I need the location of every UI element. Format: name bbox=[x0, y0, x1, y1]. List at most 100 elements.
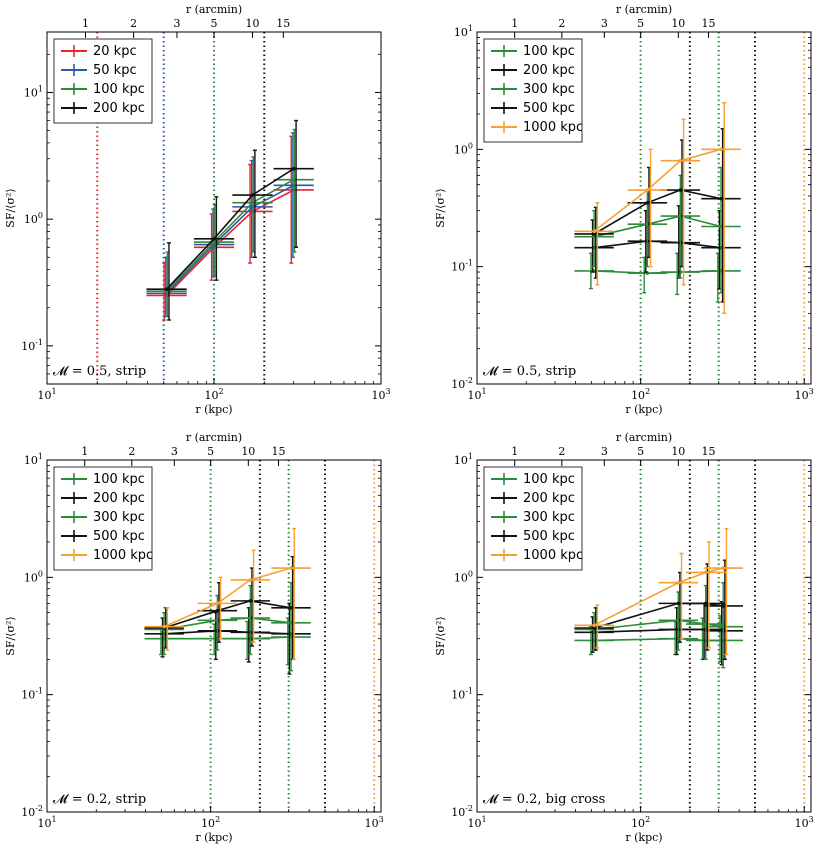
series-1000-kpc bbox=[144, 527, 311, 661]
top-tick-label: 15 bbox=[702, 17, 716, 30]
y-axis-label: SF/⟨σ²⟩ bbox=[4, 188, 17, 227]
data-point bbox=[676, 580, 681, 585]
x-axis-label: r (kpc) bbox=[625, 831, 662, 844]
top-tick-label: 10 bbox=[671, 445, 685, 458]
data-point bbox=[676, 601, 681, 606]
series-300-kpc bbox=[574, 166, 741, 294]
panel-annotation: 𝓜 = 0.2, strip bbox=[53, 792, 146, 807]
x-tick-label: 101 bbox=[467, 387, 486, 402]
data-point bbox=[678, 158, 683, 163]
legend-entry: 200 kpc bbox=[93, 491, 145, 506]
y-axis-label: SF/⟨σ²⟩ bbox=[4, 616, 17, 655]
legend: 20 kpc 50 kpc 100 kpc 200 kpc bbox=[53, 38, 153, 124]
data-point bbox=[291, 166, 296, 171]
y-tick-label: 100 bbox=[24, 569, 43, 584]
top-tick-label: 10 bbox=[241, 445, 255, 458]
y-tick-label: 100 bbox=[24, 211, 43, 226]
data-point bbox=[248, 578, 253, 582]
y-axis-label: SF/⟨σ²⟩ bbox=[434, 188, 447, 227]
top-tick-label: 15 bbox=[276, 17, 290, 30]
top-axis-label: r (arcmin) bbox=[616, 3, 672, 16]
x-tick-label: 102 bbox=[204, 387, 223, 402]
legend-entry: 200 kpc bbox=[93, 101, 145, 116]
data-point bbox=[721, 566, 726, 570]
series-100-kpc bbox=[146, 128, 314, 318]
series-20-kpc bbox=[146, 135, 314, 321]
y-tick-label: 101 bbox=[24, 84, 43, 99]
series-500-kpc bbox=[574, 559, 743, 661]
series-line bbox=[163, 617, 292, 631]
series-1000-kpc bbox=[574, 527, 743, 656]
legend-entry: 100 kpc bbox=[523, 44, 575, 59]
data-point bbox=[289, 605, 293, 610]
y-tick-label: 101 bbox=[24, 452, 43, 467]
x-tick-label: 102 bbox=[631, 387, 650, 402]
series-200-kpc bbox=[574, 205, 741, 290]
plot-frame bbox=[46, 459, 382, 813]
legend-entry: 1000 kpc bbox=[523, 120, 583, 135]
top-tick-label: 3 bbox=[173, 17, 180, 30]
x-tick-label: 102 bbox=[631, 815, 650, 830]
top-tick-label: 3 bbox=[601, 17, 608, 30]
legend: 100 kpc 200 kpc 300 kpc 500 kpc 1000 kpc bbox=[483, 466, 583, 571]
series-line bbox=[166, 184, 295, 294]
legend-entry: 300 kpc bbox=[523, 82, 575, 97]
x-tick-label: 102 bbox=[201, 815, 220, 830]
x-axis-label: r (kpc) bbox=[195, 831, 232, 844]
legend-entry: 1000 kpc bbox=[523, 548, 583, 563]
plot-frame bbox=[476, 459, 812, 813]
plot-frame bbox=[476, 31, 812, 385]
legend-entry: 500 kpc bbox=[93, 529, 145, 544]
x-tick-label: 101 bbox=[37, 815, 56, 830]
data-point bbox=[212, 236, 216, 241]
y-tick-label: 10-1 bbox=[451, 259, 473, 274]
data-point bbox=[592, 234, 596, 239]
data-point bbox=[721, 604, 726, 608]
x-tick-label: 101 bbox=[37, 387, 56, 402]
series-200-kpc bbox=[146, 119, 314, 321]
series-line bbox=[593, 189, 722, 235]
legend-entry: 200 kpc bbox=[523, 63, 575, 78]
series-500-kpc bbox=[144, 555, 311, 661]
top-tick-label: 5 bbox=[211, 17, 218, 30]
top-tick-label: 1 bbox=[511, 17, 518, 30]
y-tick-label: 10-1 bbox=[451, 687, 473, 702]
series-line bbox=[593, 567, 724, 627]
top-tick-label: 2 bbox=[558, 17, 565, 30]
data-point bbox=[248, 599, 253, 603]
data-point bbox=[592, 232, 596, 236]
top-tick-label: 5 bbox=[207, 445, 214, 458]
data-point bbox=[215, 608, 220, 613]
series-line bbox=[166, 179, 295, 292]
panel-annotation: 𝓜 = 0.2, big cross bbox=[483, 792, 605, 807]
legend: 100 kpc 200 kpc 300 kpc 500 kpc 1000 kpc bbox=[53, 466, 153, 571]
series-line bbox=[594, 240, 722, 249]
data-point bbox=[289, 566, 293, 570]
top-axis-label: r (arcmin) bbox=[186, 431, 242, 444]
y-tick-label: 100 bbox=[454, 141, 473, 156]
series-line bbox=[593, 148, 722, 232]
data-point bbox=[592, 623, 596, 628]
legend-entry: 20 kpc bbox=[93, 44, 137, 59]
x-tick-label: 103 bbox=[371, 387, 390, 402]
series-line bbox=[594, 619, 724, 631]
top-tick-label: 5 bbox=[637, 445, 644, 458]
top-tick-label: 3 bbox=[601, 445, 608, 458]
legend-box bbox=[483, 466, 583, 571]
legend-entry: 200 kpc bbox=[523, 491, 575, 506]
data-point bbox=[703, 570, 708, 575]
y-tick-label: 10-1 bbox=[21, 338, 43, 353]
data-point bbox=[645, 188, 650, 192]
panel-annotation: 𝓜 = 0.5, strip bbox=[53, 364, 146, 379]
series-100-kpc bbox=[574, 252, 741, 303]
legend-entry: 500 kpc bbox=[523, 529, 575, 544]
top-tick-label: 10 bbox=[671, 17, 685, 30]
data-point bbox=[703, 601, 708, 606]
legend-entry: 100 kpc bbox=[93, 82, 145, 97]
data-point bbox=[678, 188, 683, 192]
top-tick-label: 5 bbox=[637, 17, 644, 30]
data-point bbox=[645, 201, 650, 205]
data-point bbox=[592, 626, 596, 630]
